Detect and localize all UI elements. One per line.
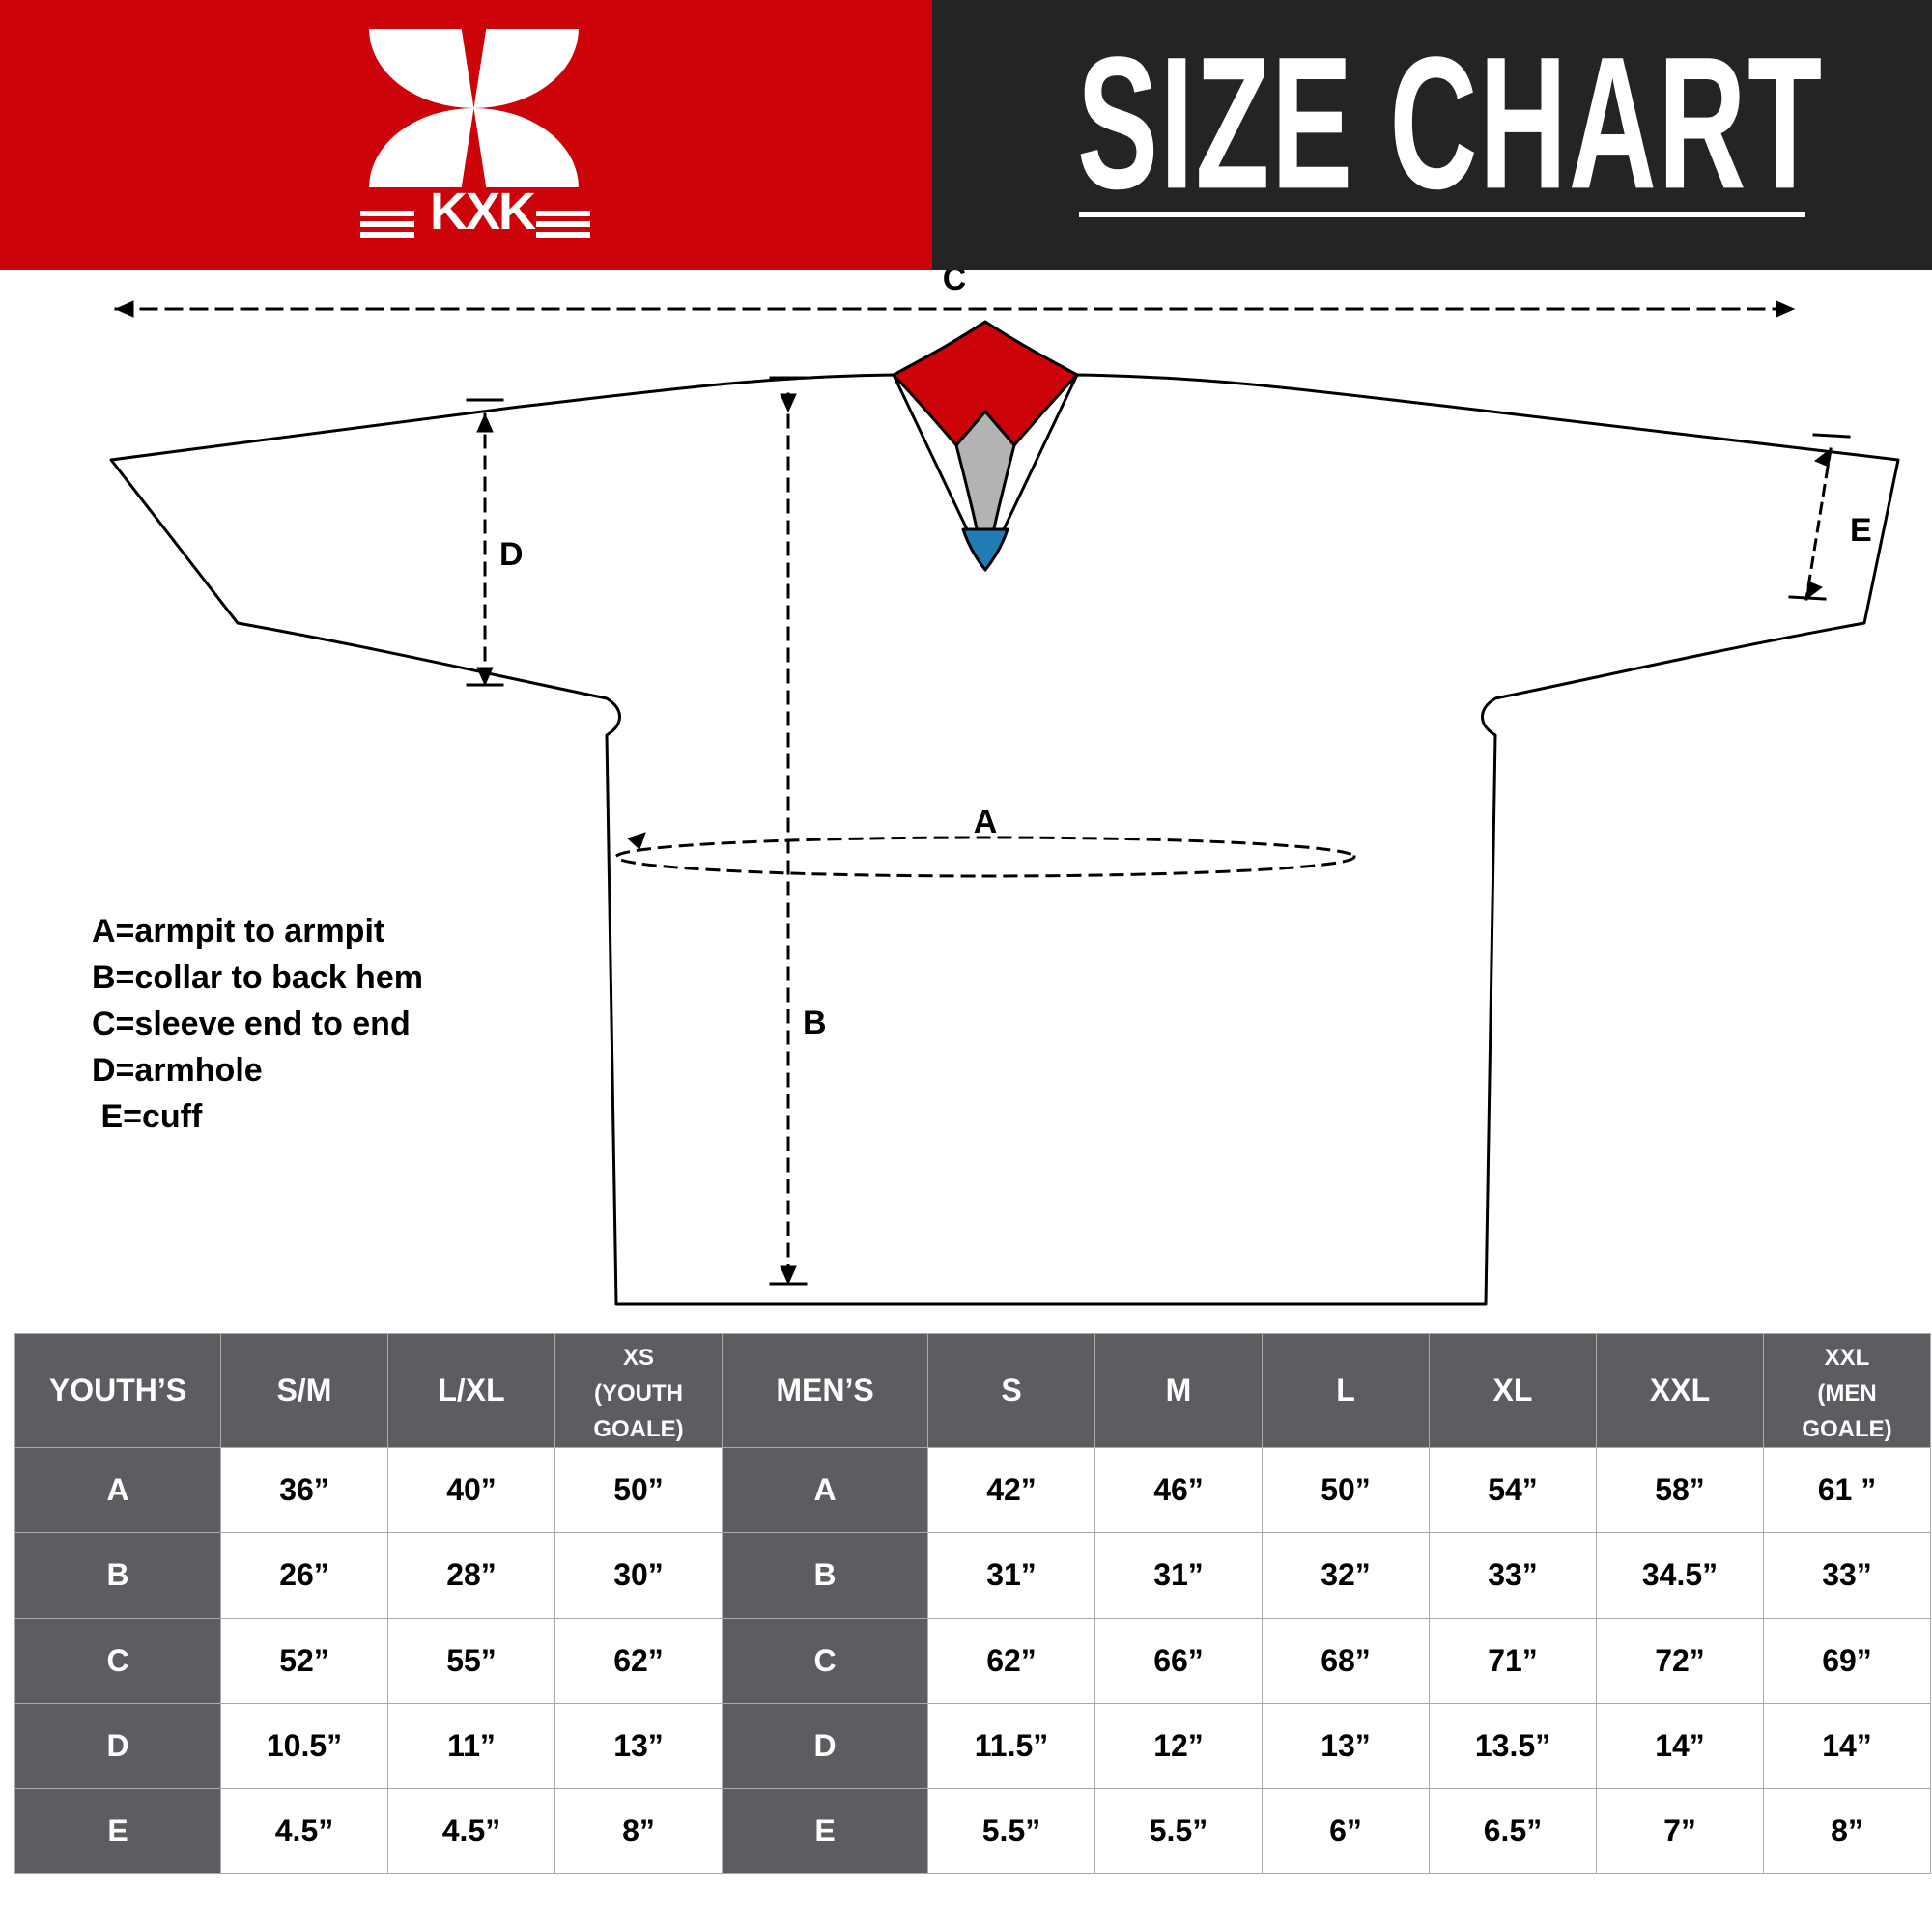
svg-text:A: A — [974, 804, 998, 840]
svg-text:E: E — [1850, 512, 1872, 549]
svg-text:D: D — [499, 536, 524, 573]
svg-text:B: B — [803, 1005, 827, 1041]
svg-text:C: C — [943, 270, 967, 298]
